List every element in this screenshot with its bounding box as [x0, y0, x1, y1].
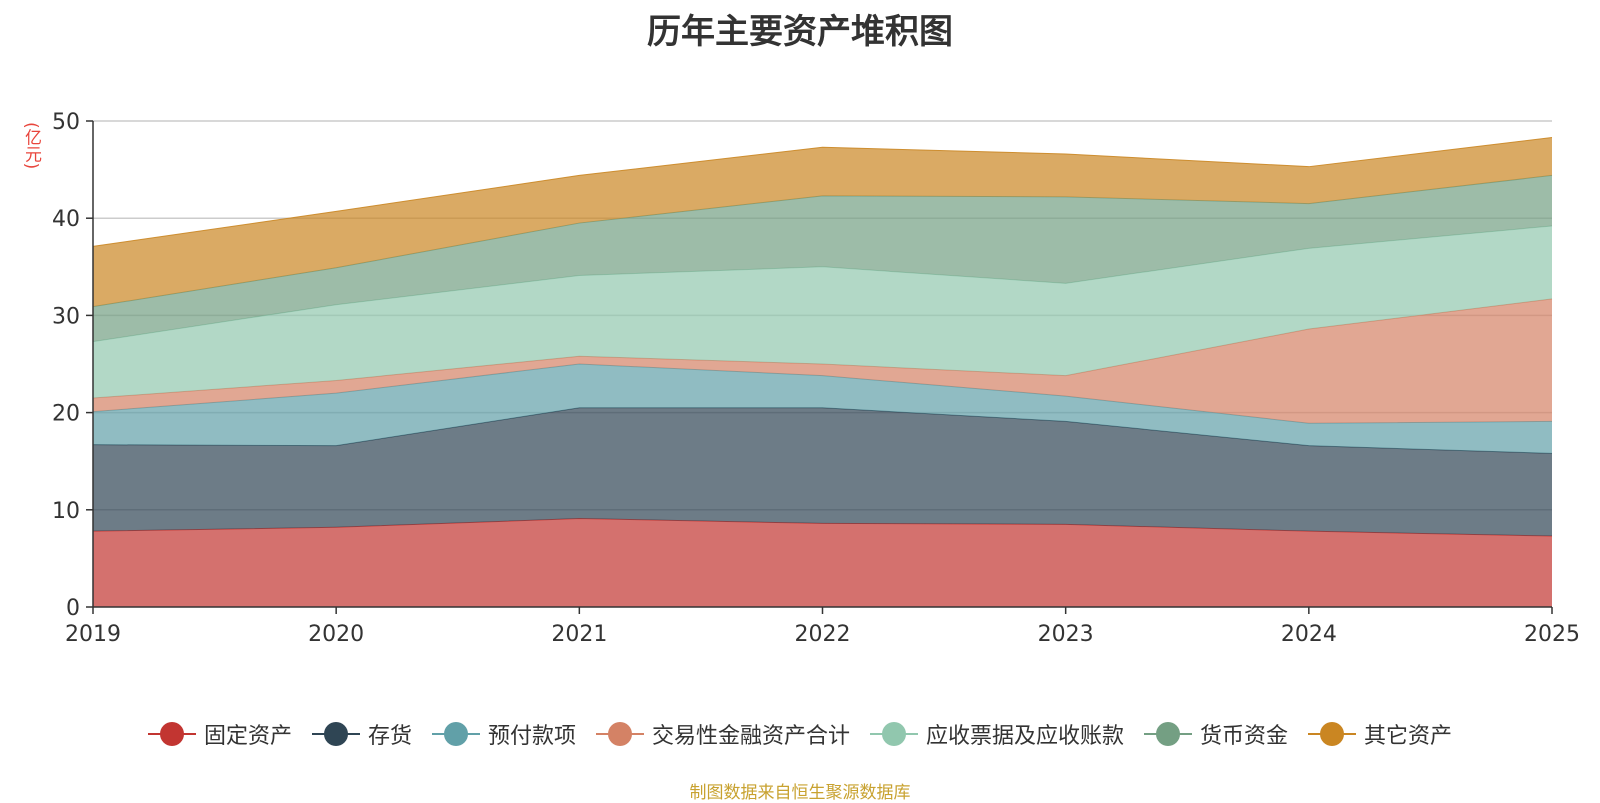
y-tick-label: 20	[52, 402, 80, 427]
area-series-6	[93, 175, 1552, 342]
y-tick-label: 40	[52, 207, 80, 232]
x-tick-label: 2024	[1281, 622, 1337, 647]
x-tick-label: 2021	[551, 622, 607, 647]
legend-marker-icon	[870, 721, 918, 747]
y-axis-unit-label: (亿元)	[21, 122, 41, 170]
area-series-1	[93, 518, 1552, 607]
area-series-4	[93, 298, 1552, 424]
chart-legend: 固定资产 存货 预付款项 交易性金融资产合计 应收票据及应收账款 货币资金 其它资产	[0, 718, 1600, 750]
legend-item-6[interactable]: 货币资金	[1144, 718, 1288, 750]
x-tick-label: 2020	[308, 622, 364, 647]
legend-marker-icon	[595, 721, 644, 747]
tick-labels: 0 10 20 30 40 50 2019 2020 2021 2022 2023 2024 2025	[52, 110, 1580, 647]
legend-label: 固定资产	[203, 724, 292, 749]
legend-label: 货币资金	[1200, 724, 1289, 749]
area-series-5	[93, 225, 1552, 399]
legend-label: 应收票据及应收账款	[926, 724, 1125, 749]
x-tick-label: 2022	[795, 622, 851, 647]
legend-marker-icon	[311, 721, 360, 747]
stacked-areas	[92, 137, 1553, 607]
legend-label: 交易性金融资产合计	[651, 724, 850, 749]
legend-label: 存货	[367, 724, 412, 749]
legend-item-7[interactable]: 其它资产	[1308, 718, 1452, 750]
x-tick-label: 2023	[1038, 622, 1094, 647]
legend-marker-icon	[147, 721, 196, 747]
chart-title: 历年主要资产堆积图	[647, 12, 953, 52]
y-tick-label: 10	[52, 499, 80, 524]
legend-label: 其它资产	[1364, 724, 1453, 749]
x-tick-label: 2025	[1524, 622, 1580, 647]
legend-marker-icon	[1144, 721, 1193, 747]
source-note: 制图数据来自恒生聚源数据库	[689, 783, 911, 803]
legend-item-2[interactable]: 存货	[311, 718, 412, 750]
legend-item-3[interactable]: 预付款项	[431, 718, 576, 750]
x-tick-label: 2019	[65, 622, 121, 647]
legend-item-1[interactable]: 固定资产	[147, 718, 292, 750]
legend-item-5[interactable]: 应收票据及应收账款	[870, 718, 1124, 750]
legend-label: 预付款项	[487, 724, 576, 749]
area-series-7-edge	[92, 137, 1553, 247]
axes	[86, 120, 1553, 614]
legend-marker-icon	[1308, 721, 1357, 747]
area-series-2	[93, 407, 1552, 537]
area-series-3	[93, 364, 1552, 454]
y-tick-label: 30	[52, 304, 80, 329]
y-tick-label: 50	[52, 110, 80, 135]
area-series-7	[93, 137, 1552, 307]
y-tick-label: 0	[66, 596, 80, 621]
legend-item-4[interactable]: 交易性金融资产合计	[595, 718, 850, 750]
legend-marker-icon	[431, 721, 480, 747]
